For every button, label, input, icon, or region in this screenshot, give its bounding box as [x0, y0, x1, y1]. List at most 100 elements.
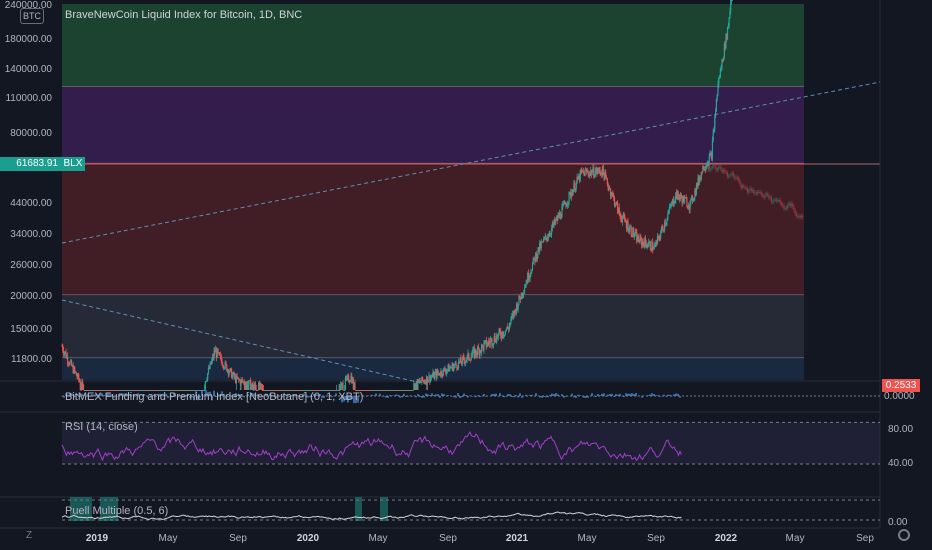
candle-body-588 — [529, 273, 531, 279]
candle-body-701 — [619, 213, 621, 215]
candle-body-501 — [460, 358, 462, 363]
candle-body-438 — [410, 390, 412, 391]
candle-body-655 — [582, 171, 585, 173]
candle-body-219 — [235, 375, 237, 383]
candle-body-770 — [674, 200, 676, 203]
candle-body-511 — [468, 352, 470, 360]
puell-zone-3 — [380, 497, 388, 521]
candle-body-732 — [644, 238, 646, 248]
time-axis[interactable]: 2019 May Sep 2020 May Sep 2021 May Sep 2022 May Sep — [86, 533, 874, 544]
rsi-indicator-title[interactable]: RSI (14, close) — [65, 421, 138, 433]
ghost-body-8 — [716, 169, 718, 171]
candle-body-470 — [435, 371, 437, 378]
candle-body-746 — [655, 241, 657, 245]
candle-body-769 — [673, 202, 675, 205]
candle-body-43 — [95, 390, 97, 391]
candle-body-100 — [141, 390, 143, 391]
candle-body-748 — [656, 236, 659, 244]
time-tick-label-4: May — [369, 533, 388, 544]
candle-body-164 — [191, 390, 194, 391]
candle-body-426 — [400, 390, 402, 391]
candle-body-580 — [523, 292, 525, 294]
candle-body-344 — [335, 390, 337, 391]
price-tick-label-8: 26000.00 — [10, 260, 52, 271]
puell-tick-label: 0.00 — [888, 517, 908, 528]
candle-body-793 — [692, 199, 694, 202]
candle-body-616 — [551, 223, 553, 229]
candle-body-89 — [132, 390, 134, 391]
ghost-body-58 — [779, 199, 781, 204]
candle-body-510 — [467, 352, 469, 356]
candle-body-171 — [197, 390, 199, 391]
candle-body-335 — [328, 390, 330, 391]
settings-icon[interactable] — [898, 529, 910, 541]
candle-body-311 — [308, 390, 311, 391]
candle-body-765 — [670, 206, 672, 208]
candle-body-756 — [663, 229, 665, 231]
price-axis[interactable]: 240000.00 180000.00 140000.00 110000.00 8000… — [5, 0, 915, 528]
candle-body-444 — [414, 383, 417, 390]
candle-body-347 — [337, 390, 339, 391]
candle-body-825 — [718, 78, 720, 85]
candle-body-555 — [503, 334, 505, 337]
candle-body-387 — [369, 390, 371, 391]
candle-body-760 — [666, 219, 668, 222]
candle-body-151 — [181, 390, 183, 391]
candle-body-372 — [357, 390, 359, 391]
candle-body-293 — [294, 390, 296, 391]
puell-indicator-title[interactable]: Puell Multiple (0.5, 6) — [65, 505, 168, 517]
candle-body-545 — [495, 341, 497, 343]
candle-body-801 — [699, 177, 701, 183]
candle-body-644 — [574, 183, 576, 192]
candle-body-4 — [64, 351, 66, 353]
candle-body-456 — [424, 381, 426, 383]
candle-body-818 — [712, 131, 714, 141]
candle-body-229 — [243, 381, 245, 385]
candle-body-653 — [581, 169, 583, 172]
candle-body-824 — [717, 84, 719, 95]
candle-body-577 — [520, 292, 522, 300]
candle-body-301 — [301, 390, 303, 391]
price-badge: 61683.91 — [0, 157, 61, 171]
price-tick-label-1: 180000.00 — [5, 34, 53, 45]
candle-body-783 — [684, 197, 686, 199]
candle-body-587 — [528, 278, 530, 280]
candle-body-288 — [290, 390, 292, 391]
candle-body-26 — [82, 381, 84, 385]
candle-body-389 — [371, 390, 373, 391]
candle-body-241 — [253, 390, 255, 391]
candle-body-362 — [349, 380, 351, 382]
candle-body-659 — [586, 170, 588, 172]
candle-body-285 — [288, 390, 290, 391]
candle-body-719 — [633, 235, 635, 237]
candle-body-631 — [563, 201, 565, 204]
candle-body-805 — [702, 165, 704, 173]
candle-body-310 — [308, 390, 310, 391]
candle-body-596 — [535, 253, 538, 260]
zone-band-2 — [62, 163, 804, 295]
candle-body-496 — [456, 365, 458, 369]
candle-body-440 — [411, 390, 413, 391]
magnet-icon[interactable]: Z — [26, 530, 33, 541]
candle-body-526 — [480, 350, 482, 353]
candle-body-193 — [215, 349, 217, 353]
candle-body-737 — [648, 242, 650, 247]
candle-body-541 — [492, 344, 494, 346]
candle-body-111 — [149, 390, 151, 391]
candle-body-567 — [512, 313, 514, 317]
candle-body-74 — [120, 390, 122, 391]
candle-body-21 — [78, 374, 80, 380]
candle-body-328 — [322, 390, 324, 391]
candle-body-128 — [163, 390, 165, 391]
funding-indicator-title[interactable]: BitMEX Funding and Premium Index [NeoBut… — [65, 391, 363, 403]
candle-body-498 — [457, 361, 460, 369]
candle-body-662 — [588, 173, 590, 176]
candle-body-370 — [355, 390, 358, 391]
candle-body-558 — [505, 329, 507, 331]
candle-body-157 — [186, 390, 188, 391]
candle-body-564 — [510, 317, 512, 323]
candle-body-467 — [433, 372, 435, 379]
funding-pane — [61, 390, 880, 404]
candle-body-124 — [160, 390, 162, 391]
